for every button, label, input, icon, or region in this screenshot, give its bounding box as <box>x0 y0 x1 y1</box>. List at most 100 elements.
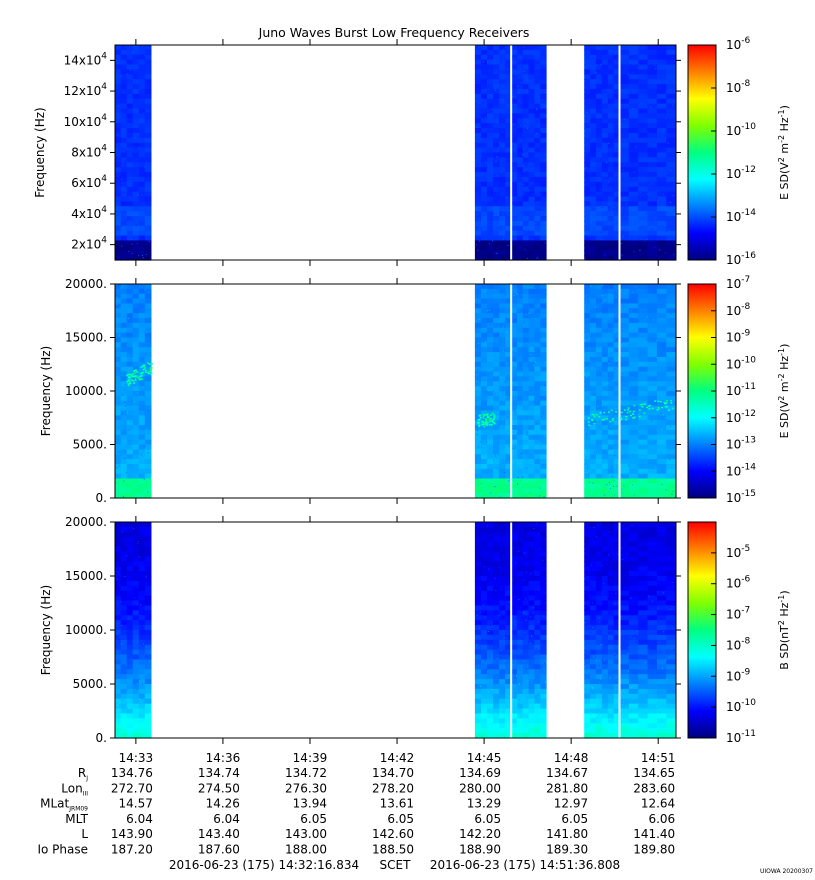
y-tick-label: 0. <box>96 731 107 745</box>
ephemeris-value: 6.05 <box>387 812 414 826</box>
y-tick-label: 20000. <box>65 277 107 291</box>
spectrogram-data-block <box>618 522 677 739</box>
ephemeris-value: 6.04 <box>126 812 153 826</box>
figure-title: Juno Waves Burst Low Frequency Receivers <box>258 25 530 40</box>
spectrogram-data-block <box>618 284 677 499</box>
colorbar-tick-label: 10-12 <box>726 409 756 425</box>
ephemeris-value: 187.20 <box>111 843 153 857</box>
colorbar-tick-label: 10-6 <box>726 36 751 52</box>
ephemeris-value: 187.60 <box>198 843 240 857</box>
ephemeris-value: 142.20 <box>459 827 501 841</box>
y-tick-label: 20000. <box>65 515 107 529</box>
spectrogram-data-block <box>474 522 512 739</box>
colorbar-tick-label: 10-7 <box>726 275 750 291</box>
spectrogram-data-block <box>114 45 152 261</box>
ephemeris-value: 274.50 <box>198 781 240 795</box>
colorbar-tick-label: 10-10 <box>726 698 756 714</box>
colorbar-tick-label: 10-11 <box>726 729 756 745</box>
footer-end-time: 2016-06-23 (175) 14:51:36.808 <box>430 858 620 872</box>
spectrogram-data-block <box>510 284 547 499</box>
time-tick-label: 14:33 <box>119 751 154 765</box>
ephemeris-value: 12.64 <box>641 797 675 811</box>
emission-band <box>126 362 674 428</box>
ephemeris-value: 13.29 <box>467 797 501 811</box>
colorbar-tick-label: 10-13 <box>726 436 756 452</box>
ephemeris-label: MLT <box>65 812 88 826</box>
ephemeris-value: 13.61 <box>380 797 414 811</box>
ephemeris-value: 280.00 <box>459 781 501 795</box>
ephemeris-value: 141.80 <box>546 827 588 841</box>
ephemeris-value: 134.67 <box>546 766 588 780</box>
ephemeris-value: 134.74 <box>198 766 240 780</box>
time-tick-label: 14:39 <box>293 751 328 765</box>
colorbar-tick-label: 10-14 <box>726 208 756 224</box>
spectrogram-data-block <box>584 45 621 261</box>
spectrogram-data-block <box>114 284 152 499</box>
ephemeris-value: 14.26 <box>206 797 240 811</box>
colorbar-tick-label: 10-7 <box>726 606 750 622</box>
ephemeris-value: 134.70 <box>372 766 414 780</box>
ephemeris-label: LonIII <box>61 781 88 797</box>
spectrogram-data-block <box>114 522 152 739</box>
y-tick-label: 10x104 <box>64 113 108 129</box>
spectrogram-data-block <box>474 284 512 499</box>
colorbar <box>687 44 717 261</box>
y-axis: 2x104 4x104 6x104 8x104 10x104 12x104 14x104 <box>64 51 681 252</box>
colorbar-tick-label: 10-6 <box>726 575 751 591</box>
ephemeris-value: 134.65 <box>633 766 675 780</box>
ephemeris-value: 134.76 <box>111 766 153 780</box>
spectrogram-panel-3: 0. 5000. 10000. 15000. 20000. Frequency (Hz) 1… <box>39 515 791 745</box>
y-tick-label: 12x104 <box>64 82 108 98</box>
y-tick-label: 8x104 <box>71 144 107 160</box>
y-tick-label: 5000. <box>73 438 107 452</box>
spectrogram-data-block <box>474 45 512 261</box>
y-tick-label: 15000. <box>65 331 107 345</box>
colorbar-label: E SD(V2 m-2 Hz-1) <box>777 344 791 439</box>
ephemeris-value: 143.90 <box>111 827 153 841</box>
ephemeris-value: 6.05 <box>474 812 501 826</box>
ephemeris-value: 134.72 <box>285 766 327 780</box>
ephemeris-value: 141.40 <box>633 827 675 841</box>
ephemeris-value: 188.90 <box>459 843 501 857</box>
time-tick-label: 14:42 <box>380 751 415 765</box>
y-tick-label: 10000. <box>65 623 107 637</box>
ephemeris-value: 189.30 <box>546 843 588 857</box>
time-tick-label: 14:51 <box>641 751 676 765</box>
colorbar-tick-label: 10-10 <box>726 355 756 371</box>
ephemeris-value: 6.06 <box>648 812 675 826</box>
spectrogram-panel-2: 0. 5000. 10000. 15000. 20000. Frequency (Hz) 1… <box>39 275 791 505</box>
ephemeris-value: 278.20 <box>372 781 414 795</box>
ephemeris-value: 6.05 <box>300 812 327 826</box>
ephemeris-value: 188.00 <box>285 843 327 857</box>
y-axis-label: Frequency (Hz) <box>39 346 53 437</box>
colorbar-tick-label: 10-16 <box>726 251 756 267</box>
colorbar-tick-label: 10-8 <box>726 302 751 318</box>
ephemeris-value: 134.69 <box>459 766 501 780</box>
y-axis: 0. 5000. 10000. 15000. 20000. <box>65 515 681 745</box>
spectrogram-data-block <box>618 45 677 261</box>
colorbar-tick-label: 10-12 <box>726 165 756 181</box>
ephemeris-value: 142.60 <box>372 827 414 841</box>
ephemeris-label: L <box>81 827 88 841</box>
ephemeris-value: 13.94 <box>293 797 327 811</box>
spectrogram-panel-1: 2x104 4x104 6x104 8x104 10x104 12x104 14x104 Fr… <box>33 36 791 267</box>
ephemeris-value: 12.97 <box>554 797 588 811</box>
colorbar-tick-label: 10-8 <box>726 636 751 652</box>
time-tick-label: 14:48 <box>554 751 589 765</box>
y-tick-label: 4x104 <box>71 205 107 221</box>
footer-scet-label: SCET <box>380 858 412 872</box>
colorbar-tick-label: 10-11 <box>726 382 756 398</box>
y-axis-label: Frequency (Hz) <box>33 107 47 198</box>
colorbar-tick-label: 10-8 <box>726 79 751 95</box>
ephemeris-value: 276.30 <box>285 781 327 795</box>
colorbar-label: E SD(V2 m-2 Hz-1) <box>777 105 791 200</box>
ephemeris-label: MLatJRM09 <box>40 797 88 813</box>
ephemeris-value: 6.05 <box>561 812 588 826</box>
spectrogram-data-block <box>510 522 547 739</box>
y-tick-label: 15000. <box>65 569 107 583</box>
y-tick-label: 2x104 <box>71 236 107 252</box>
colorbar-tick-label: 10-14 <box>726 462 756 478</box>
time-tick-label: 14:45 <box>467 751 502 765</box>
ephemeris-label: Io Phase <box>37 843 88 857</box>
spectrogram-data-block <box>510 45 547 261</box>
